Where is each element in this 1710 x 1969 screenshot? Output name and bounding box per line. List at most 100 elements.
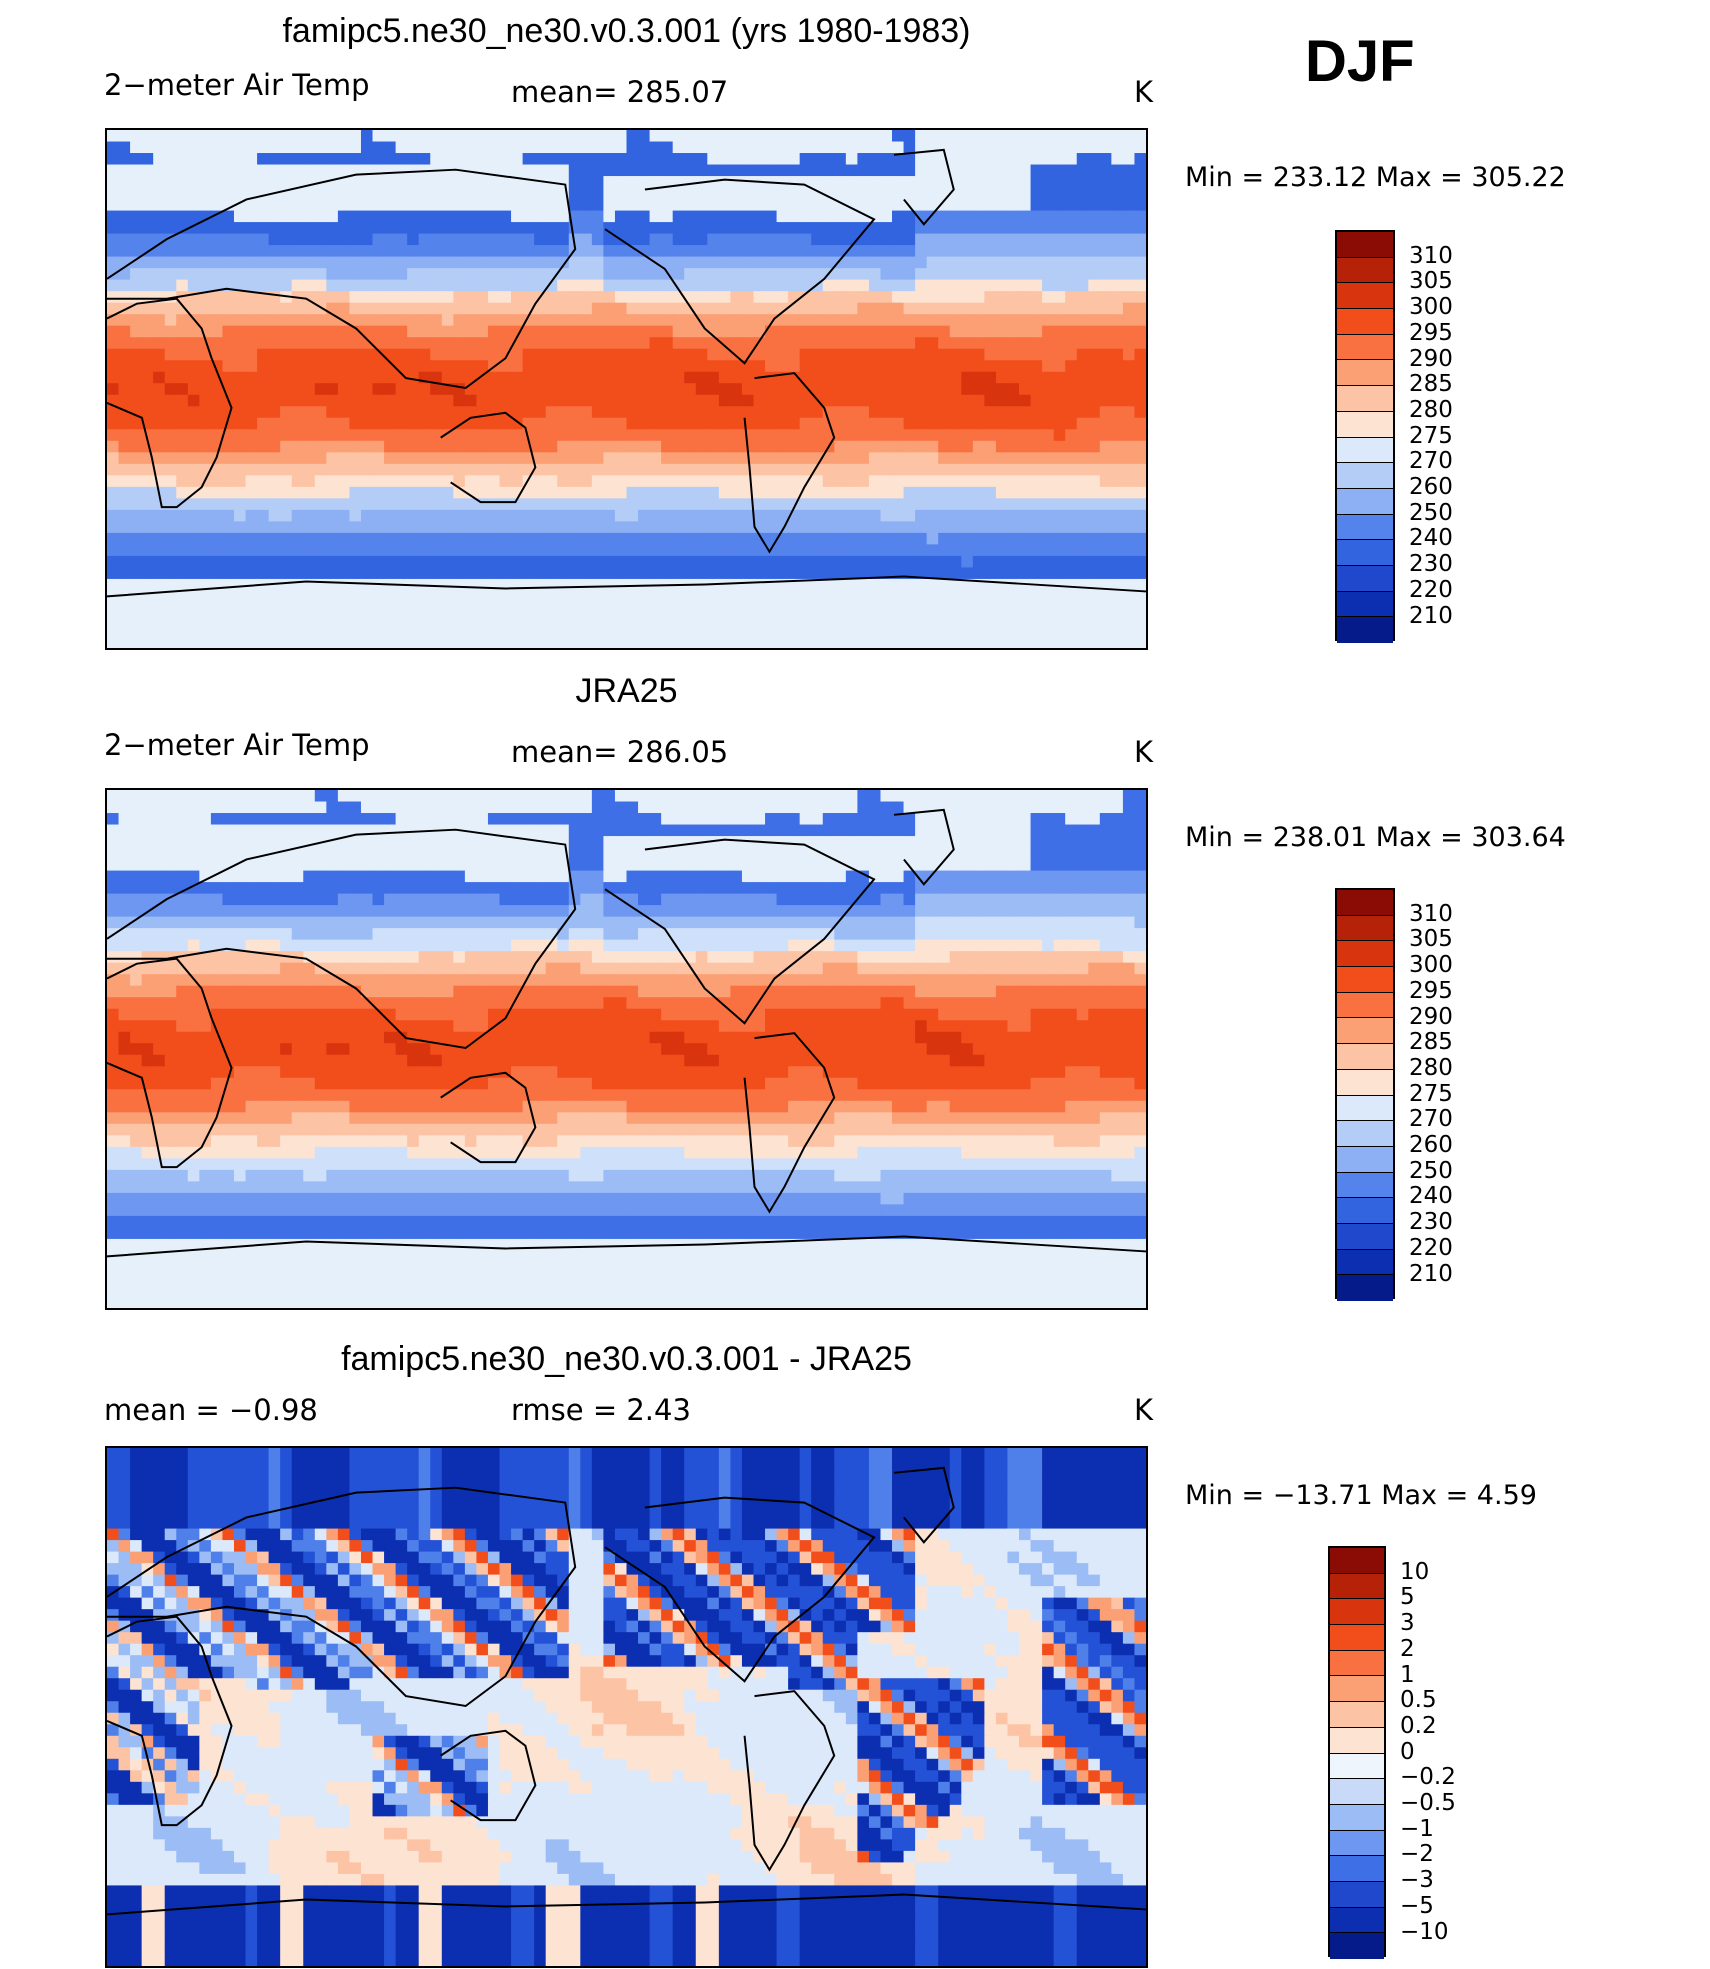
colorbar-swatch <box>1337 1275 1393 1301</box>
colorbar-swatch <box>1337 1172 1393 1199</box>
panel-2-map <box>105 788 1148 1310</box>
coastline <box>604 838 876 1025</box>
colorbar-swatch <box>1337 232 1393 258</box>
colorbar-swatch <box>1337 1223 1393 1250</box>
colorbar-tick-label: 305 <box>1409 268 1453 295</box>
panel-2-variable-label: 2−meter Air Temp <box>104 728 370 762</box>
panel-3-map <box>105 1446 1148 1968</box>
colorbar-swatch <box>1330 1727 1384 1754</box>
colorbar-swatch <box>1337 386 1393 412</box>
colorbar-tick-label: −3 <box>1400 1867 1434 1894</box>
colorbar-swatch <box>1337 463 1393 489</box>
colorbar-swatch <box>1337 1044 1393 1070</box>
colorbar-swatch <box>1337 411 1393 438</box>
colorbar-swatch <box>1337 1146 1393 1173</box>
colorbar-tick-label: 220 <box>1409 576 1453 603</box>
colorbar-swatch <box>1337 334 1393 361</box>
colorbar-tick-label: 1 <box>1400 1661 1415 1688</box>
panel-2-units-label: K <box>1134 735 1154 769</box>
colorbar-tick-label: 3 <box>1400 1610 1415 1637</box>
colorbar-swatch <box>1330 1702 1384 1728</box>
coastline <box>107 1486 577 1708</box>
colorbar-swatch <box>1330 1779 1384 1805</box>
season-label: DJF <box>1305 29 1415 94</box>
colorbar-swatch <box>1337 1121 1393 1147</box>
colorbar-tick-label: 270 <box>1409 1106 1453 1133</box>
colorbar-tick-label: 300 <box>1409 294 1453 321</box>
colorbar-tick-label: 310 <box>1409 900 1453 927</box>
coastline <box>107 828 577 1050</box>
colorbar-tick-label: 240 <box>1409 525 1453 552</box>
panel-1-units-label: K <box>1134 75 1154 109</box>
colorbar-swatch <box>1337 437 1393 464</box>
colorbar-tick-label: 260 <box>1409 474 1453 500</box>
colorbar-swatch <box>1330 1933 1384 1959</box>
colorbar-swatch <box>1337 941 1393 968</box>
colorbar-tick-label: 250 <box>1409 1157 1453 1184</box>
colorbar-tick-label: 0.2 <box>1400 1712 1437 1739</box>
colorbar-swatch <box>1337 992 1393 1019</box>
colorbar-swatch <box>1330 1907 1384 1934</box>
colorbar-tick-label: 10 <box>1400 1558 1430 1585</box>
colorbar-tick-label: −0.2 <box>1400 1764 1456 1791</box>
colorbar-swatch <box>1337 360 1393 387</box>
map-field <box>107 790 1146 1308</box>
colorbar-tick-label: 230 <box>1409 551 1453 578</box>
coastline <box>107 957 233 1169</box>
coastline <box>893 148 955 226</box>
colorbar-tick-label: 310 <box>1409 242 1453 269</box>
coastline <box>107 297 233 509</box>
colorbar-tick-label: 275 <box>1409 422 1453 449</box>
colorbar-tick-label: 0 <box>1400 1738 1415 1765</box>
panel-3-mean-label: mean = −0.98 <box>104 1393 318 1427</box>
colorbar-tick-label: −1 <box>1400 1815 1434 1842</box>
coastline <box>604 1496 876 1683</box>
coastline <box>743 1690 836 1872</box>
panel-1-minmax: Min = 233.12 Max = 305.22 <box>1185 162 1566 193</box>
colorbar-swatch <box>1337 565 1393 592</box>
colorbar-swatch <box>1330 1599 1384 1626</box>
colorbar-tick-label: 290 <box>1409 1003 1453 1030</box>
panel-3-title: famipc5.ne30_ne30.v0.3.001 - JRA25 <box>341 1340 912 1378</box>
colorbar-swatch <box>1330 1625 1384 1651</box>
colorbar-tick-label: −2 <box>1400 1841 1434 1868</box>
colorbar-box <box>1328 1546 1386 1959</box>
map-field <box>107 130 1146 648</box>
colorbar-swatch <box>1337 488 1393 515</box>
colorbar-tick-label: 260 <box>1409 1132 1453 1158</box>
colorbar-tick-label: 285 <box>1409 1029 1453 1056</box>
panel-1-title: famipc5.ne30_ne30.v0.3.001 (yrs 1980-198… <box>282 12 971 50</box>
colorbar-swatch <box>1337 283 1393 310</box>
colorbar-tick-label: 275 <box>1409 1080 1453 1107</box>
colorbar-tick-label: 250 <box>1409 499 1453 526</box>
colorbar-tick-label: −0.5 <box>1400 1790 1456 1816</box>
colorbar-swatch <box>1330 1753 1384 1780</box>
panel-1-mean-label: mean= 285.07 <box>511 75 729 109</box>
colorbar-swatch <box>1330 1548 1384 1574</box>
colorbar-tick-label: 210 <box>1409 602 1453 629</box>
colorbar-tick-label: 295 <box>1409 977 1453 1004</box>
colorbar-tick-label: 0.5 <box>1400 1687 1437 1714</box>
panel-3-rmse-label: rmse = 2.43 <box>511 1393 691 1427</box>
colorbar-tick-label: 305 <box>1409 926 1453 953</box>
panel-3-units-label: K <box>1134 1393 1154 1427</box>
colorbar-tick-label: 280 <box>1409 396 1453 423</box>
panel-3-minmax: Min = −13.71 Max = 4.59 <box>1185 1480 1537 1511</box>
colorbar-swatch <box>1337 309 1393 335</box>
colorbar-tick-label: 2 <box>1400 1635 1415 1662</box>
panel-1-map <box>105 128 1148 650</box>
colorbar-tick-label: −5 <box>1400 1892 1434 1919</box>
colorbar-swatch <box>1330 1573 1384 1600</box>
coastline <box>107 168 577 390</box>
colorbar-tick-label: 230 <box>1409 1209 1453 1236</box>
colorbar-swatch <box>1337 1018 1393 1045</box>
colorbar-swatch <box>1330 1856 1384 1882</box>
colorbar-swatch <box>1337 514 1393 541</box>
colorbar-swatch <box>1330 1830 1384 1857</box>
colorbar-swatch <box>1330 1676 1384 1703</box>
colorbar-swatch <box>1337 1069 1393 1096</box>
coastline <box>107 1615 233 1827</box>
colorbar-tick-label: 270 <box>1409 448 1453 475</box>
panel-2-mean-label: mean= 286.05 <box>511 735 729 769</box>
panel-2-title: JRA25 <box>575 672 678 710</box>
